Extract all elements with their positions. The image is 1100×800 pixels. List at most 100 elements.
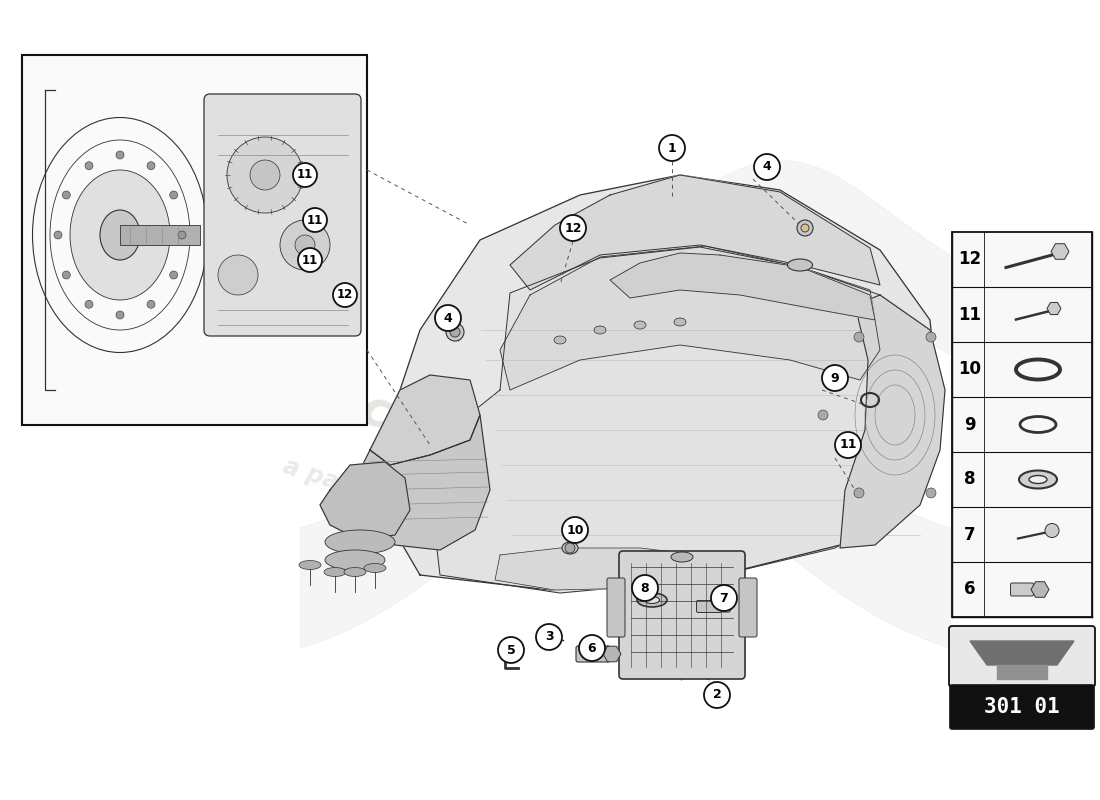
FancyBboxPatch shape	[949, 626, 1094, 687]
Circle shape	[1045, 523, 1059, 538]
Circle shape	[147, 300, 155, 308]
Ellipse shape	[70, 170, 170, 300]
Circle shape	[85, 300, 94, 308]
Circle shape	[450, 327, 460, 337]
Circle shape	[250, 160, 280, 190]
Polygon shape	[320, 462, 410, 540]
Circle shape	[178, 231, 186, 239]
Polygon shape	[370, 375, 480, 465]
Circle shape	[295, 235, 315, 255]
Ellipse shape	[344, 567, 366, 577]
Circle shape	[434, 305, 461, 331]
Circle shape	[63, 191, 70, 199]
Bar	[952, 232, 1092, 617]
Circle shape	[298, 248, 322, 272]
Circle shape	[498, 637, 524, 663]
Circle shape	[835, 432, 861, 458]
Circle shape	[536, 624, 562, 650]
Text: 1: 1	[668, 142, 676, 154]
Circle shape	[801, 224, 808, 232]
Circle shape	[560, 215, 586, 241]
Polygon shape	[840, 295, 945, 548]
Circle shape	[562, 517, 588, 543]
Text: 9: 9	[830, 371, 839, 385]
Circle shape	[962, 410, 972, 420]
Circle shape	[798, 220, 813, 236]
Text: 11: 11	[839, 438, 857, 451]
Text: 12: 12	[564, 222, 582, 234]
Polygon shape	[510, 175, 880, 290]
Ellipse shape	[788, 259, 813, 271]
Polygon shape	[495, 548, 705, 590]
Polygon shape	[997, 665, 1047, 679]
Circle shape	[632, 575, 658, 601]
Text: 12: 12	[958, 250, 981, 269]
Circle shape	[565, 543, 575, 553]
Ellipse shape	[645, 597, 660, 603]
Circle shape	[227, 137, 302, 213]
Text: 6: 6	[965, 581, 976, 598]
Polygon shape	[350, 415, 490, 550]
Text: 8: 8	[640, 582, 649, 594]
Text: 11: 11	[307, 214, 323, 226]
Bar	[22, 55, 367, 425]
Text: 11: 11	[958, 306, 981, 323]
Text: 3: 3	[544, 630, 553, 643]
Circle shape	[147, 162, 155, 170]
Ellipse shape	[634, 321, 646, 329]
Circle shape	[169, 191, 178, 199]
Text: 10: 10	[958, 361, 981, 378]
Circle shape	[218, 255, 258, 295]
Circle shape	[579, 635, 605, 661]
Text: 11: 11	[301, 254, 318, 266]
Ellipse shape	[637, 593, 667, 607]
Circle shape	[280, 220, 330, 270]
Text: eurocarbparts: eurocarbparts	[232, 346, 628, 514]
FancyBboxPatch shape	[739, 578, 757, 637]
Circle shape	[446, 323, 464, 341]
Polygon shape	[370, 175, 940, 590]
Text: 4: 4	[443, 311, 452, 325]
Text: 9: 9	[965, 415, 976, 434]
Ellipse shape	[364, 563, 386, 573]
Ellipse shape	[324, 550, 385, 570]
Text: 7: 7	[719, 591, 728, 605]
Polygon shape	[610, 253, 874, 320]
Text: 6: 6	[587, 642, 596, 654]
Circle shape	[854, 488, 864, 498]
Ellipse shape	[324, 567, 346, 577]
FancyBboxPatch shape	[696, 601, 722, 613]
Text: 11: 11	[297, 169, 313, 182]
Circle shape	[818, 410, 828, 420]
Ellipse shape	[299, 561, 321, 570]
Circle shape	[926, 332, 936, 342]
Circle shape	[854, 332, 864, 342]
Circle shape	[116, 151, 124, 159]
Polygon shape	[500, 246, 880, 390]
Bar	[120, 225, 200, 245]
FancyBboxPatch shape	[950, 685, 1094, 729]
Text: 2: 2	[713, 689, 722, 702]
Text: 4: 4	[762, 161, 771, 174]
Circle shape	[85, 162, 94, 170]
Text: 8: 8	[965, 470, 976, 489]
Circle shape	[116, 311, 124, 319]
Ellipse shape	[674, 318, 686, 326]
Ellipse shape	[562, 542, 578, 554]
Circle shape	[63, 271, 70, 279]
Ellipse shape	[554, 336, 566, 344]
Ellipse shape	[1028, 475, 1047, 483]
Polygon shape	[430, 247, 940, 593]
FancyBboxPatch shape	[204, 94, 361, 336]
Circle shape	[754, 154, 780, 180]
Ellipse shape	[100, 210, 140, 260]
Text: 301 01: 301 01	[984, 697, 1060, 717]
Text: a passion found 1985: a passion found 1985	[280, 454, 560, 566]
Circle shape	[926, 488, 936, 498]
FancyBboxPatch shape	[1011, 583, 1034, 596]
Polygon shape	[970, 641, 1074, 665]
Text: 10: 10	[566, 523, 584, 537]
Circle shape	[822, 365, 848, 391]
Circle shape	[704, 682, 730, 708]
FancyBboxPatch shape	[607, 578, 625, 637]
